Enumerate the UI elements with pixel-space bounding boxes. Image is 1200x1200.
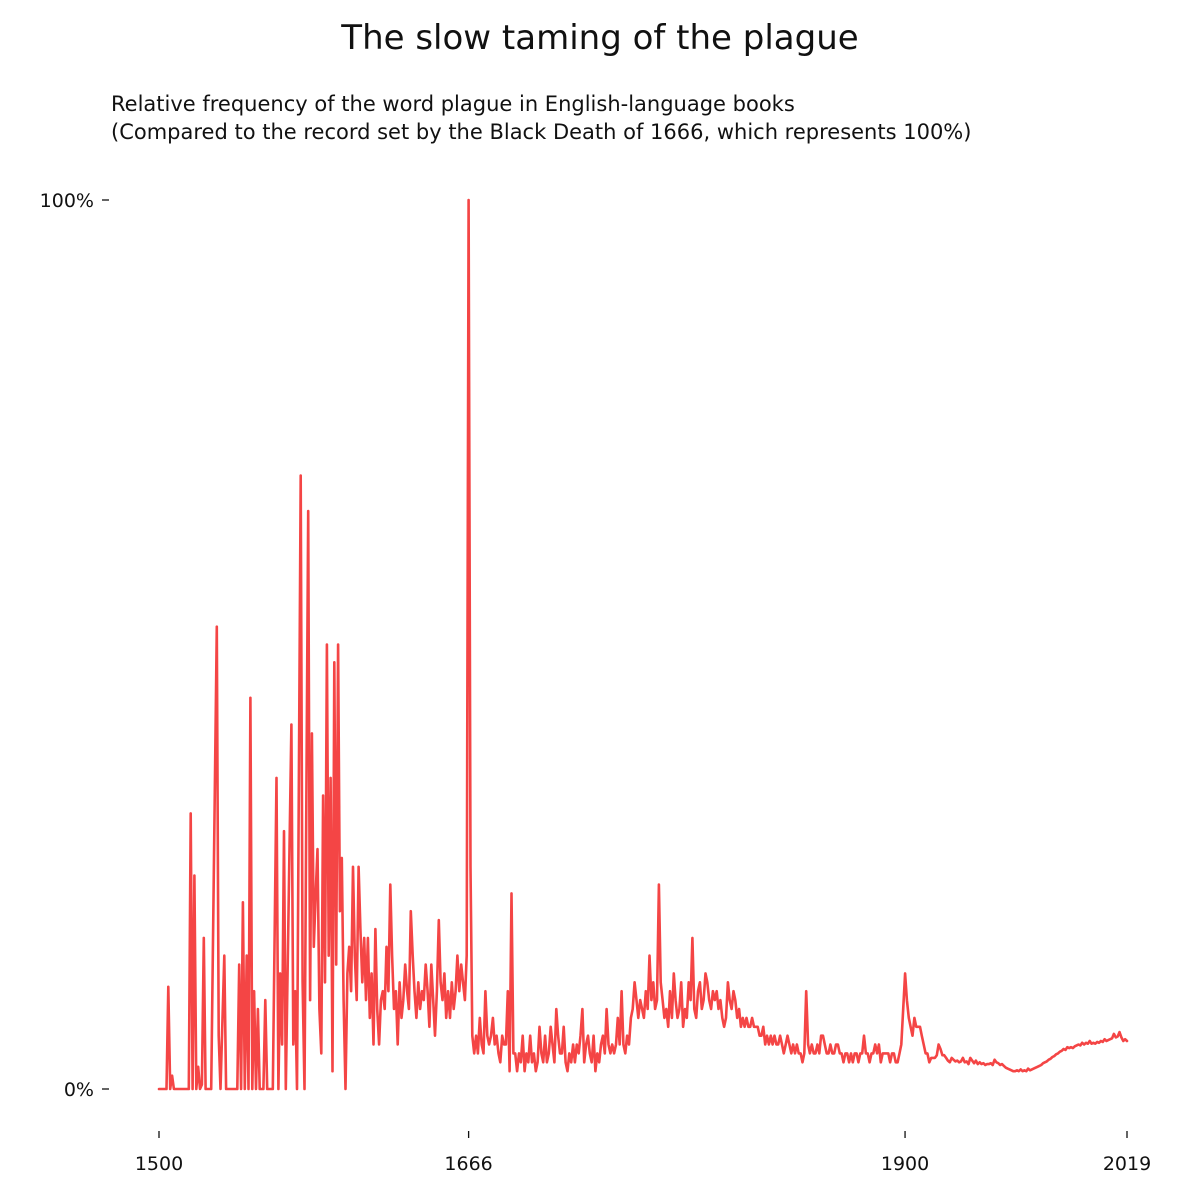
y-axis: 0% 100% xyxy=(40,190,109,1101)
chart-subtitle-line-1: Relative frequency of the word plague in… xyxy=(111,92,795,116)
x-tick-label: 1666 xyxy=(444,1153,492,1175)
plot-area xyxy=(157,198,1129,1091)
x-axis: 1500 1666 1900 2019 xyxy=(135,1131,1151,1175)
chart-title: The slow taming of the plague xyxy=(341,18,859,58)
y-tick-label: 100% xyxy=(40,190,94,212)
x-tick-label: 2019 xyxy=(1103,1153,1151,1175)
y-tick-label: 0% xyxy=(64,1079,94,1101)
x-tick-label: 1500 xyxy=(135,1153,183,1175)
series-line xyxy=(157,198,1129,1091)
x-tick-label: 1900 xyxy=(881,1153,929,1175)
chart-subtitle-line-2: (Compared to the record set by the Black… xyxy=(111,120,972,144)
chart-subtitle: Relative frequency of the word plague in… xyxy=(111,90,971,146)
